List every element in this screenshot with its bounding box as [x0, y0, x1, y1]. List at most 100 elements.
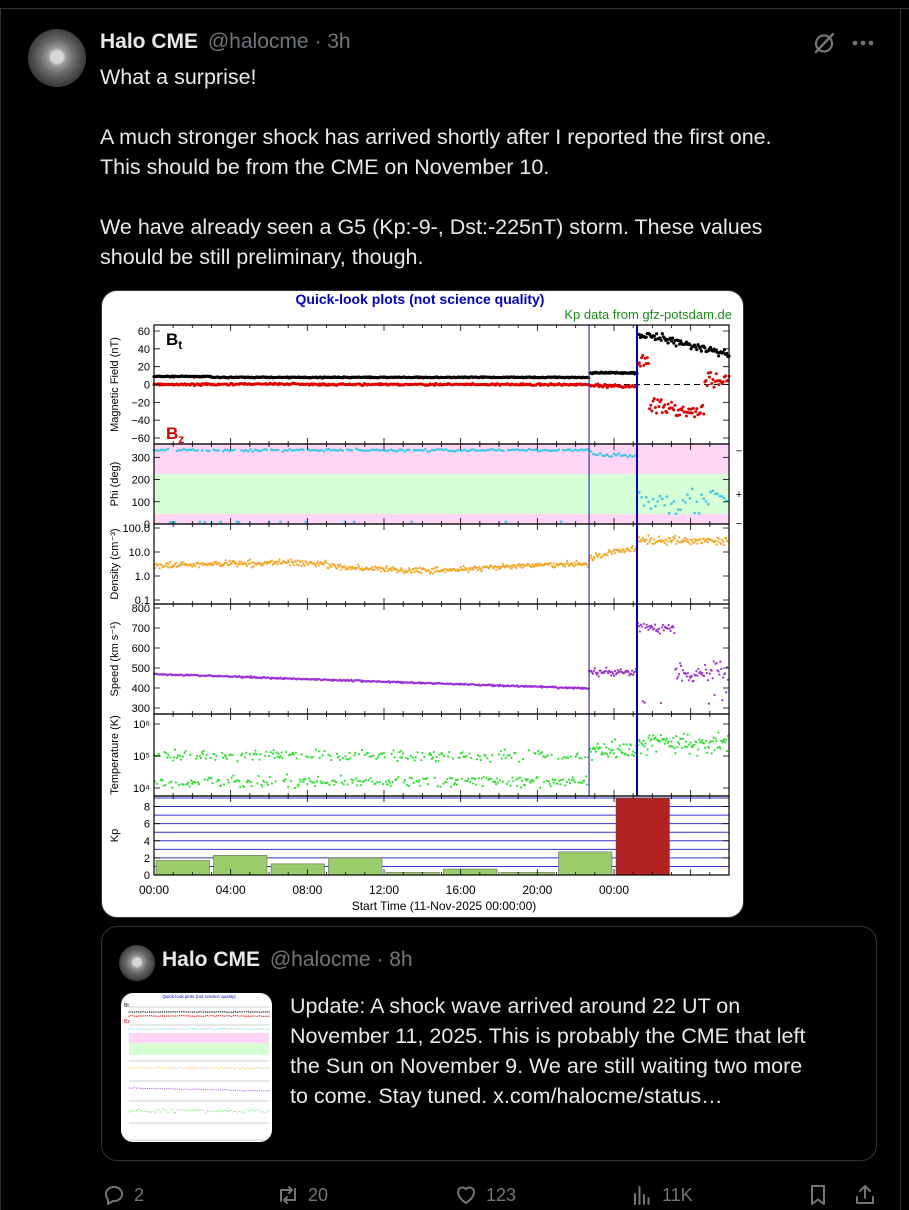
temperature-point	[463, 755, 466, 759]
temperature-point	[410, 777, 413, 780]
quote-avatar[interactable]	[119, 945, 155, 981]
temperature-point	[662, 737, 665, 741]
share-button[interactable]	[853, 1180, 885, 1210]
thumb-density-point	[135, 1067, 137, 1069]
temperature-point	[546, 754, 549, 757]
density-point	[521, 563, 525, 566]
density-point	[413, 571, 416, 574]
thumb-bt-point	[130, 1011, 132, 1013]
phi-point	[237, 520, 241, 524]
thumb-speed-point	[229, 1089, 231, 1091]
quoted-tweet[interactable]: Halo CME @halocme · 8h Quick-look plots …	[101, 926, 877, 1161]
temperature-point	[679, 737, 683, 740]
phi-point	[336, 449, 340, 452]
temperature-point	[266, 783, 270, 787]
density-point	[386, 570, 389, 573]
density-point	[212, 563, 215, 566]
phi-point	[410, 520, 413, 524]
temperature-point	[494, 781, 497, 784]
thumb-temperature-point	[132, 1110, 134, 1112]
thumb-speed-point	[182, 1089, 184, 1091]
temperature-point	[684, 740, 687, 743]
bt-point	[659, 338, 663, 342]
thumb-speed-point	[150, 1087, 152, 1089]
density-point	[158, 567, 161, 570]
thumb-phi-point	[244, 1028, 246, 1030]
reply-icon	[105, 1186, 123, 1205]
density-point	[353, 566, 356, 569]
thumb-density-point	[201, 1068, 203, 1070]
temperature-point	[182, 783, 185, 786]
speed-point	[677, 675, 680, 678]
grok-icon[interactable]	[812, 31, 836, 55]
temperature-point	[206, 778, 209, 782]
reply-button[interactable]: 2	[102, 1180, 144, 1210]
thumb-bt-point	[208, 1011, 210, 1013]
density-point	[505, 563, 508, 567]
like-button[interactable]: 123	[454, 1180, 516, 1210]
repost-button[interactable]: 20	[276, 1180, 328, 1210]
temperature-point	[366, 752, 369, 755]
bz-point	[688, 411, 692, 415]
density-point	[343, 565, 346, 568]
phi-point	[511, 448, 515, 452]
thumb-bz-point	[264, 1015, 266, 1017]
thumb-speed-point	[244, 1090, 246, 1092]
density-point	[287, 559, 290, 562]
thumb-bz-point	[251, 1015, 253, 1017]
thumb-speed-point	[190, 1088, 192, 1090]
author-handle[interactable]: @halocme · 3h	[207, 30, 351, 53]
thumb-density-point	[132, 1067, 134, 1069]
thumb-density-point	[221, 1067, 223, 1069]
thumb-temperature-point	[216, 1111, 218, 1113]
temperature-point	[242, 785, 246, 788]
phi-point	[260, 449, 264, 452]
phi-point	[184, 448, 188, 452]
y-tick-label: 800	[132, 603, 150, 615]
thumb-density-point	[195, 1066, 197, 1068]
quote-thumbnail[interactable]: Quick-look plots (not science quality) B…	[121, 993, 272, 1142]
temperature-point	[680, 747, 684, 750]
phi-point	[380, 448, 384, 452]
bookmark-button[interactable]	[806, 1180, 838, 1210]
like-icon	[457, 1186, 475, 1204]
thumb-bz-point	[240, 1015, 242, 1017]
thumb-density-point	[158, 1067, 160, 1069]
bt-point	[644, 335, 648, 339]
temperature-point	[162, 784, 165, 787]
speed-point	[640, 625, 643, 628]
density-point	[406, 569, 410, 572]
bt-point	[721, 351, 725, 355]
thumb-density-point	[251, 1067, 253, 1069]
phi-point	[203, 520, 206, 524]
thumb-temperature-point	[255, 1110, 257, 1112]
density-point	[612, 548, 616, 551]
author-name[interactable]: Halo CME	[100, 30, 199, 53]
temperature-point	[357, 753, 361, 756]
density-point	[302, 562, 305, 565]
thumb-phi-point	[165, 1028, 167, 1030]
temperature-point	[240, 754, 243, 757]
avatar[interactable]	[28, 29, 86, 87]
density-point	[551, 565, 554, 569]
density-point	[497, 567, 501, 570]
views-button[interactable]: 11K	[630, 1180, 693, 1210]
phi-point	[638, 491, 641, 494]
tweet-image[interactable]: Quick-look plots (not science quality) K…	[101, 290, 744, 918]
temperature-point	[322, 781, 325, 784]
thumb-speed-point	[257, 1090, 259, 1092]
more-icon[interactable]	[850, 31, 876, 55]
thumb-bt-point	[171, 1011, 173, 1013]
phi-point	[348, 448, 351, 452]
y-axis-title: Density (cm⁻³)	[109, 528, 121, 599]
temperature-point	[501, 780, 504, 783]
y-tick-label: 4	[144, 836, 150, 848]
density-point	[295, 563, 298, 566]
thumb-bt-point	[240, 1011, 242, 1013]
speed-point	[654, 623, 657, 626]
temperature-point	[517, 777, 520, 780]
thumb-density-point	[257, 1067, 259, 1069]
speed-point	[648, 624, 651, 628]
temperature-point	[511, 776, 514, 779]
bt-point	[699, 349, 704, 353]
